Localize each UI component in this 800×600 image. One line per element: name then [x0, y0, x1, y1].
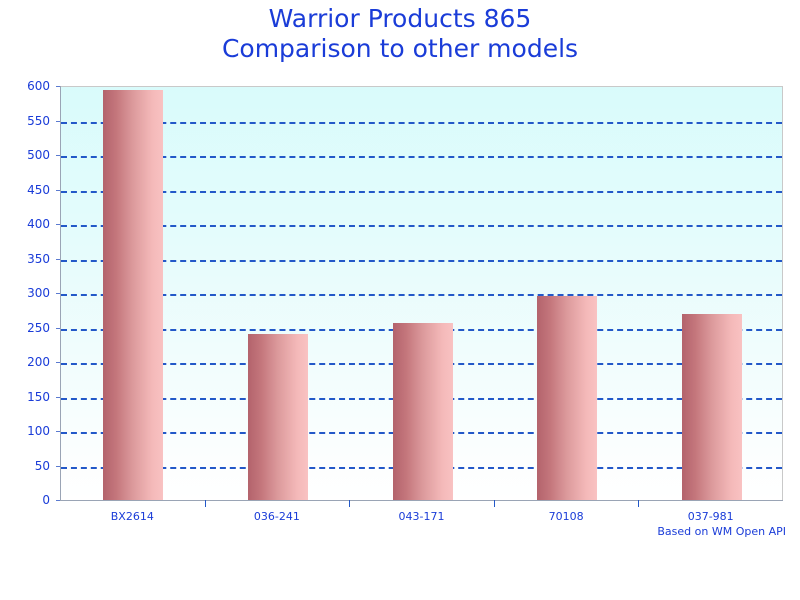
y-axis-tick-label: 550 — [27, 113, 50, 128]
chart-title-line-1: Warrior Products 865 — [268, 4, 532, 33]
y-axis-tick-mark — [56, 465, 60, 467]
bar[interactable] — [681, 314, 742, 500]
y-axis-tick-mark — [56, 396, 60, 398]
x-axis-tick-mark — [349, 500, 351, 507]
x-axis-tick-label: 037-981 — [687, 510, 734, 523]
y-axis-tick-mark — [56, 258, 60, 260]
y-axis-tick-label: 100 — [27, 424, 50, 438]
chart-annotation: Based on WM Open API — [657, 525, 786, 538]
y-axis-tick-mark — [56, 362, 60, 363]
x-axis-tick-label: 70108 — [548, 510, 584, 523]
y-axis-tick-label: 500 — [27, 148, 50, 162]
x-axis-tick-label: BX2614 — [110, 510, 154, 523]
x-axis-tick-mark — [204, 500, 206, 507]
x-axis-tick-label: 036-241 — [253, 510, 300, 523]
y-axis-tick-label: 0 — [42, 493, 50, 507]
y-axis-tick-mark — [56, 293, 60, 294]
bars-layer — [61, 87, 782, 500]
x-axis-tick-mark — [493, 500, 495, 507]
gridline — [61, 294, 782, 296]
y-axis-tick-mark — [56, 431, 60, 432]
y-axis-tick-label: 600 — [27, 79, 50, 93]
gridline — [61, 190, 782, 193]
chart-title-line-2: Comparison to other models — [221, 34, 579, 63]
gridline — [61, 225, 782, 227]
y-axis-tick-label: 400 — [27, 217, 50, 231]
y-axis-tick-mark — [56, 500, 60, 501]
y-axis-tick-label: 300 — [27, 286, 50, 300]
y-axis-tick-mark — [56, 86, 60, 87]
y-axis-tick-label: 200 — [27, 355, 50, 369]
bar[interactable] — [103, 90, 164, 500]
x-axis-tick-mark — [638, 500, 640, 507]
plot-area — [60, 86, 783, 500]
bar[interactable] — [392, 322, 453, 500]
y-axis-tick-label: 350 — [27, 251, 50, 266]
y-axis-line — [60, 86, 61, 501]
y-axis-tick-mark — [56, 327, 60, 329]
y-axis-tick-label: 150 — [27, 389, 50, 404]
x-axis-tick-label: 043-171 — [398, 510, 445, 523]
y-axis-tick-label: 450 — [27, 182, 50, 197]
chart-title: Warrior Products 865 Comparison to other… — [0, 4, 800, 64]
y-axis-tick-mark — [56, 189, 60, 191]
bar[interactable] — [247, 333, 308, 500]
y-axis-tick-label: 50 — [34, 458, 50, 473]
y-axis-tick-mark — [56, 224, 60, 225]
y-axis-tick-mark — [56, 155, 60, 156]
bar[interactable] — [537, 295, 598, 500]
gridline — [61, 259, 782, 262]
y-axis-tick-label: 250 — [27, 320, 50, 335]
gridline — [61, 121, 782, 124]
x-axis-line — [60, 500, 783, 501]
y-axis-tick-mark — [56, 120, 60, 122]
gridline — [61, 156, 782, 158]
